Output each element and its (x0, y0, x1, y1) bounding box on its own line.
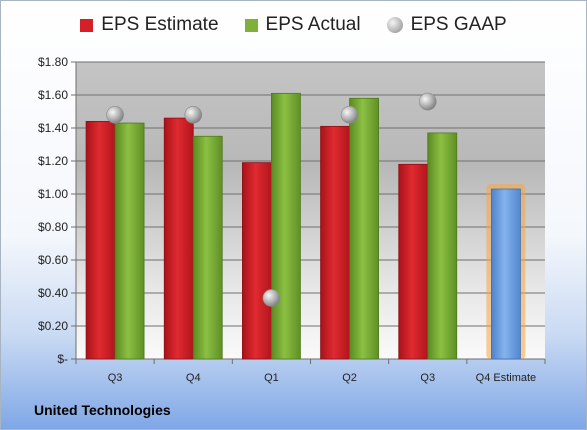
legend-swatch-gaap (386, 17, 403, 33)
point-gaap (106, 106, 124, 124)
legend-label-gaap: EPS GAAP (410, 14, 507, 35)
legend-label-estimate: EPS Estimate (101, 14, 219, 35)
plot-area (76, 62, 545, 359)
point-gaap (418, 92, 437, 111)
bar-estimate-forecast (491, 188, 521, 360)
y-tick-label: $0.60 (38, 253, 68, 267)
bar-actual (114, 122, 145, 360)
bar-estimate (85, 121, 116, 360)
y-tick-label: $0.40 (38, 286, 68, 300)
legend-label-actual: EPS Actual (265, 14, 361, 35)
point-gaap (262, 289, 281, 307)
bar-actual (271, 92, 301, 360)
legend-item-gaap: EPS GAAP (386, 14, 507, 36)
y-tick-label: $1.60 (38, 88, 68, 102)
legend-item-actual: EPS Actual (244, 14, 361, 36)
bar-estimate (242, 162, 272, 360)
bar-actual (192, 135, 223, 360)
x-tick-label: Q2 (342, 372, 357, 384)
y-tick-label: $0.80 (38, 220, 68, 234)
legend-swatch-actual (244, 18, 258, 32)
x-tick-label: Q1 (264, 372, 279, 384)
x-tick-label: Q4 Estimate (476, 372, 537, 384)
bar-actual (349, 97, 379, 360)
legend-swatch-estimate (80, 18, 94, 32)
bar-estimate (163, 117, 194, 360)
bar-actual (427, 132, 458, 360)
y-tick-label: $1.20 (38, 154, 68, 168)
y-tick-label: $1.40 (38, 121, 68, 135)
company-name: United Technologies (34, 402, 171, 418)
x-tick-label: Q3 (108, 372, 123, 384)
y-tick-label: $1.00 (38, 187, 68, 201)
y-tick-label: $- (57, 352, 68, 366)
point-gaap (340, 106, 359, 124)
y-tick-label: $0.20 (38, 319, 68, 333)
chart-legend: EPS Estimate EPS Actual EPS GAAP (0, 14, 587, 36)
x-tick-label: Q3 (420, 372, 435, 384)
point-gaap (184, 106, 203, 124)
bar-estimate (398, 163, 429, 360)
bar-estimate (320, 125, 350, 360)
legend-item-estimate: EPS Estimate (80, 14, 219, 36)
x-tick-label: Q4 (186, 372, 201, 384)
y-tick-label: $1.80 (38, 55, 68, 69)
